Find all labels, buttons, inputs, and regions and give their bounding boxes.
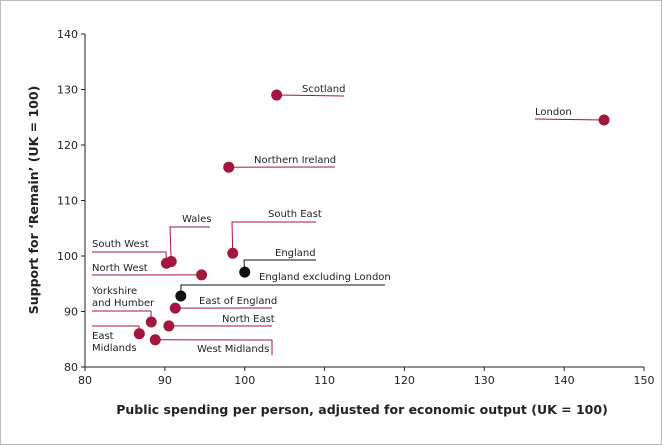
point-label: Yorkshire and Humber: [91, 286, 155, 309]
x-tick-label: 150: [634, 374, 655, 387]
y-tick-label: 140: [57, 28, 78, 41]
point-label: South East: [268, 209, 322, 220]
point-label: East Midlands: [92, 331, 137, 354]
leader-line: [155, 339, 273, 355]
leader-line: [169, 226, 210, 262]
point: [227, 247, 239, 259]
point-label: Wales: [182, 214, 212, 225]
point: [271, 89, 283, 101]
y-tick-label: 90: [64, 306, 78, 319]
point: [598, 114, 610, 126]
x-tick-label: 110: [314, 374, 335, 387]
point: [133, 328, 145, 340]
point-label: West Midlands: [197, 344, 269, 355]
leader-line: [231, 221, 316, 254]
point: [163, 320, 175, 332]
point: [149, 334, 161, 346]
y-axis-label: Support for ‘Remain’ (UK = 100): [26, 86, 41, 315]
point-label: Northern Ireland: [254, 155, 336, 166]
point: [160, 257, 172, 269]
point-label: South West: [92, 239, 149, 250]
y-tick-label: 110: [57, 195, 78, 208]
leader-line: [276, 94, 345, 97]
point-label: England excluding London: [259, 272, 391, 283]
x-tick-label: 130: [474, 374, 495, 387]
x-axis-label: Public spending per person, adjusted for…: [116, 402, 608, 417]
y-tick-label: 80: [64, 361, 78, 374]
point: [169, 302, 181, 314]
x-tick-label: 90: [158, 374, 172, 387]
point: [223, 161, 235, 173]
x-tick-label: 120: [394, 374, 415, 387]
y-tick-label: 100: [57, 250, 78, 263]
point: [196, 269, 208, 281]
y-tick-label: 120: [57, 139, 78, 152]
y-tick-label: 130: [57, 84, 78, 97]
point-label: East of England: [199, 296, 277, 307]
point: [239, 266, 251, 278]
point-label: England: [275, 248, 316, 259]
leader-line: [534, 118, 605, 121]
point: [145, 316, 157, 328]
point-label: London: [535, 107, 572, 118]
point-label: North West: [92, 263, 148, 274]
point-label: Scotland: [302, 84, 345, 95]
x-tick-label: 140: [554, 374, 575, 387]
x-tick-label: 100: [234, 374, 255, 387]
point-label: North East: [222, 314, 275, 325]
point: [175, 290, 187, 302]
x-tick-label: 80: [78, 374, 92, 387]
